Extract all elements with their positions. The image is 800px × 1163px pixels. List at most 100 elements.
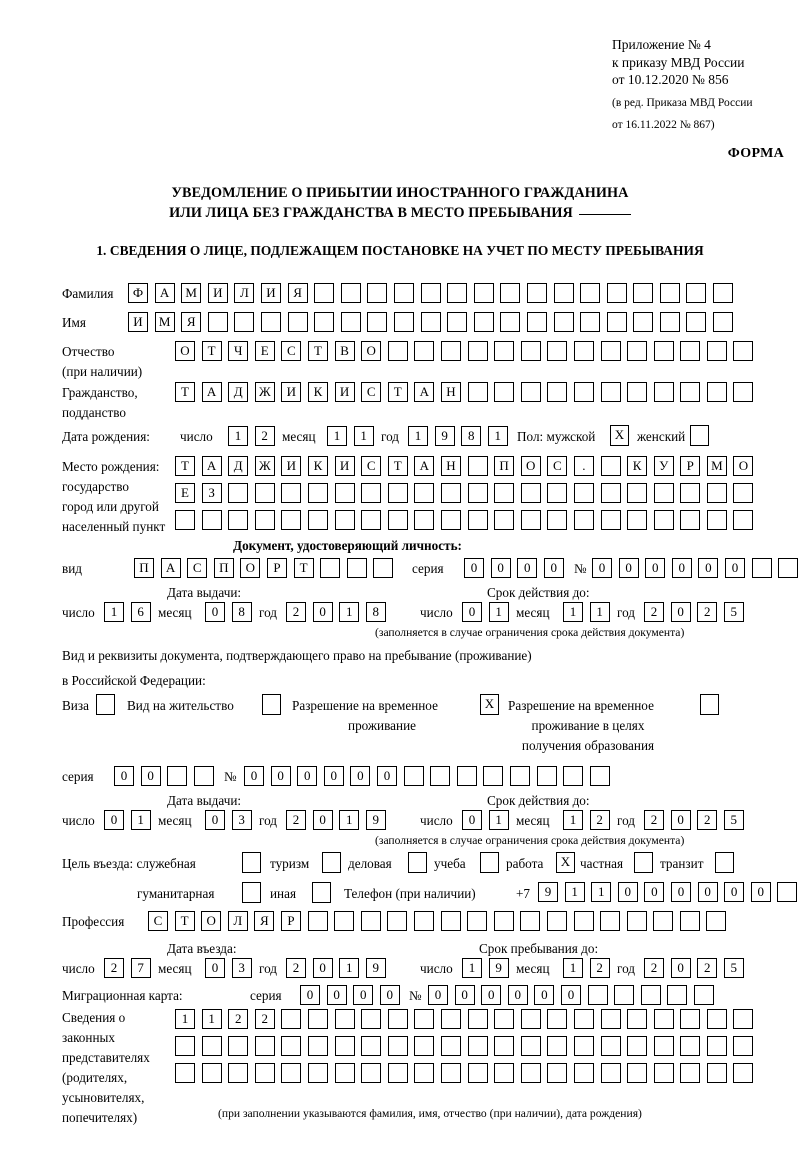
char-cell[interactable] xyxy=(553,283,574,303)
char-cell[interactable] xyxy=(175,1063,195,1083)
checkbox-purpose-transit[interactable] xyxy=(715,852,734,873)
char-cell[interactable]: 0 xyxy=(140,766,161,786)
char-cell[interactable]: 2 xyxy=(644,958,664,978)
char-cell[interactable] xyxy=(627,1063,648,1083)
char-cell[interactable]: 0 xyxy=(297,766,318,786)
char-cell[interactable]: Ч xyxy=(228,341,249,361)
char-cell[interactable] xyxy=(547,1036,568,1056)
char-cell[interactable] xyxy=(573,1036,594,1056)
char-cell[interactable] xyxy=(733,1036,754,1056)
char-cell[interactable] xyxy=(520,510,541,530)
char-cell[interactable]: О xyxy=(361,341,382,361)
char-cell[interactable]: 0 xyxy=(312,602,333,622)
char-cell[interactable] xyxy=(546,911,567,931)
char-cell[interactable] xyxy=(447,312,468,332)
char-cell[interactable] xyxy=(361,483,382,503)
char-cell[interactable]: 0 xyxy=(462,602,482,622)
char-cell[interactable] xyxy=(526,283,547,303)
char-cell[interactable]: 0 xyxy=(428,985,448,1005)
char-cell[interactable]: 0 xyxy=(490,558,511,578)
char-cell[interactable]: 1 xyxy=(487,426,508,446)
char-cell[interactable]: 1 xyxy=(589,602,610,622)
char-cell[interactable]: 1 xyxy=(130,810,151,830)
char-cell[interactable] xyxy=(281,1063,302,1083)
char-cell[interactable] xyxy=(307,1009,328,1029)
char-cell[interactable]: Д xyxy=(228,382,249,402)
char-cell[interactable] xyxy=(706,1063,727,1083)
char-cell[interactable]: Р xyxy=(680,456,701,476)
char-cell[interactable] xyxy=(467,1063,488,1083)
char-cell[interactable] xyxy=(414,341,435,361)
char-cell[interactable] xyxy=(440,510,461,530)
char-cell[interactable]: В xyxy=(334,341,355,361)
char-cell[interactable]: 1 xyxy=(488,810,509,830)
char-cell[interactable]: Т xyxy=(175,456,195,476)
char-cell[interactable]: Ж xyxy=(254,456,275,476)
char-cell[interactable]: 0 xyxy=(617,882,638,902)
char-cell[interactable] xyxy=(340,283,361,303)
char-cell[interactable]: 0 xyxy=(454,985,475,1005)
char-cell[interactable] xyxy=(167,766,188,786)
char-cell[interactable] xyxy=(414,1036,435,1056)
char-cell[interactable] xyxy=(473,312,494,332)
char-cell[interactable] xyxy=(334,911,355,931)
char-cell[interactable]: 0 xyxy=(326,985,347,1005)
char-cell[interactable]: 1 xyxy=(327,426,347,446)
char-cell[interactable]: 0 xyxy=(244,766,264,786)
char-cell[interactable] xyxy=(440,911,461,931)
char-cell[interactable]: 0 xyxy=(645,558,666,578)
char-cell[interactable] xyxy=(494,341,515,361)
char-cell[interactable] xyxy=(680,341,701,361)
char-cell[interactable]: Ж xyxy=(254,382,275,402)
char-cell[interactable] xyxy=(440,1036,461,1056)
char-cell[interactable]: Я xyxy=(254,911,275,931)
checkbox-purpose-work[interactable]: X xyxy=(556,852,575,873)
char-cell[interactable]: Т xyxy=(201,341,222,361)
char-cell[interactable] xyxy=(520,1009,541,1029)
char-cell[interactable]: П xyxy=(213,558,234,578)
checkbox-temp-residence[interactable]: X xyxy=(480,694,499,715)
char-cell[interactable] xyxy=(387,1063,408,1083)
char-cell[interactable] xyxy=(201,510,222,530)
char-cell[interactable] xyxy=(653,382,674,402)
char-cell[interactable] xyxy=(640,985,661,1005)
char-cell[interactable] xyxy=(633,312,654,332)
char-cell[interactable] xyxy=(520,1063,541,1083)
char-cell[interactable] xyxy=(500,312,521,332)
char-cell[interactable] xyxy=(307,510,328,530)
char-cell[interactable]: 0 xyxy=(517,558,538,578)
char-cell[interactable]: 0 xyxy=(592,558,612,578)
char-cell[interactable] xyxy=(387,1036,408,1056)
char-cell[interactable]: 0 xyxy=(670,602,691,622)
char-cell[interactable] xyxy=(287,312,308,332)
char-cell[interactable]: 1 xyxy=(104,602,124,622)
char-cell[interactable] xyxy=(334,1036,355,1056)
char-cell[interactable]: 9 xyxy=(488,958,509,978)
char-cell[interactable]: 2 xyxy=(589,810,610,830)
char-cell[interactable]: Н xyxy=(440,382,461,402)
char-cell[interactable] xyxy=(706,483,727,503)
char-cell[interactable] xyxy=(706,382,727,402)
char-cell[interactable] xyxy=(659,283,680,303)
char-cell[interactable]: С xyxy=(281,341,302,361)
char-cell[interactable] xyxy=(254,1036,275,1056)
char-cell[interactable] xyxy=(387,1009,408,1029)
char-cell[interactable]: А xyxy=(414,456,435,476)
char-cell[interactable]: 0 xyxy=(670,882,691,902)
checkbox-male[interactable]: X xyxy=(610,425,629,446)
char-cell[interactable] xyxy=(314,312,335,332)
char-cell[interactable] xyxy=(653,911,674,931)
char-cell[interactable]: Д xyxy=(228,456,249,476)
checkbox-temp-edu[interactable] xyxy=(700,694,719,715)
char-cell[interactable] xyxy=(778,558,799,578)
char-cell[interactable]: 2 xyxy=(644,810,664,830)
